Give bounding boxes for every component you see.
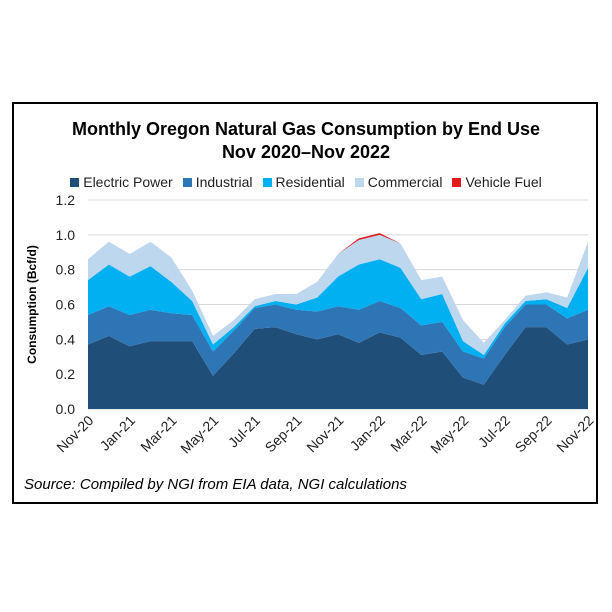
- legend-item-electric-power: Electric Power: [70, 174, 173, 190]
- legend-item-vehicle-fuel: Vehicle Fuel: [452, 174, 542, 190]
- y-tick-label-1: 0.2: [56, 366, 76, 382]
- area-residential: [88, 259, 588, 359]
- y-tick-label-5: 1.0: [56, 227, 76, 243]
- x-tick-label-10: Jul-22: [475, 412, 513, 450]
- x-tick-label-0: Nov-20: [53, 412, 96, 455]
- legend-label-residential: Residential: [275, 174, 345, 190]
- x-tick-label-4: Jul-21: [225, 412, 263, 450]
- legend-label-industrial: Industrial: [195, 174, 253, 190]
- x-tick-label-6: Nov-21: [303, 412, 346, 455]
- x-tick-label-1: Jan-21: [97, 412, 139, 454]
- legend-swatch-industrial: [182, 178, 192, 187]
- source-note: Source: Compiled by NGI from EIA data, N…: [24, 476, 407, 493]
- x-tick-label-5: Sep-21: [262, 412, 305, 455]
- y-tick-label-2: 0.4: [56, 331, 76, 347]
- x-tick-label-3: May-21: [177, 412, 221, 456]
- legend-label-commercial: Commercial: [367, 174, 443, 190]
- legend-swatch-residential: [262, 178, 272, 187]
- x-tick-label-9: May-22: [427, 412, 471, 456]
- legend-swatch-electric-power: [70, 178, 80, 187]
- chart-title: Monthly Oregon Natural Gas Consumption b…: [0, 118, 612, 164]
- legend-item-industrial: Industrial: [182, 174, 253, 190]
- x-tick-label-2: Mar-21: [137, 412, 180, 455]
- legend-swatch-commercial: [354, 178, 364, 187]
- x-tick-label-7: Jan-22: [347, 412, 389, 454]
- legend-item-commercial: Commercial: [354, 174, 443, 190]
- y-tick-label-0: 0.0: [56, 401, 76, 417]
- x-tick-label-8: Mar-22: [387, 412, 430, 455]
- y-axis-title: Consumption (Bcf/d): [25, 245, 39, 364]
- legend-swatch-vehicle-fuel: [452, 178, 462, 187]
- y-tick-label-4: 0.8: [56, 262, 76, 278]
- chart-title-line-2: Nov 2020–Nov 2022: [221, 142, 391, 162]
- y-tick-label-6: 1.2: [56, 192, 76, 208]
- area-industrial: [88, 301, 588, 385]
- y-tick-label-3: 0.6: [56, 297, 76, 313]
- legend-item-residential: Residential: [262, 174, 345, 190]
- chart-legend: Electric Power Industrial Residential Comme…: [0, 174, 612, 190]
- area-commercial: [88, 234, 588, 356]
- legend-label-vehicle-fuel: Vehicle Fuel: [465, 174, 542, 190]
- x-tick-label-12: Nov-22: [553, 412, 596, 455]
- area-electric-power: [88, 327, 588, 409]
- chart-title-line-1: Monthly Oregon Natural Gas Consumption b…: [71, 119, 541, 139]
- x-tick-label-11: Sep-22: [512, 412, 555, 455]
- legend-label-electric-power: Electric Power: [83, 174, 173, 190]
